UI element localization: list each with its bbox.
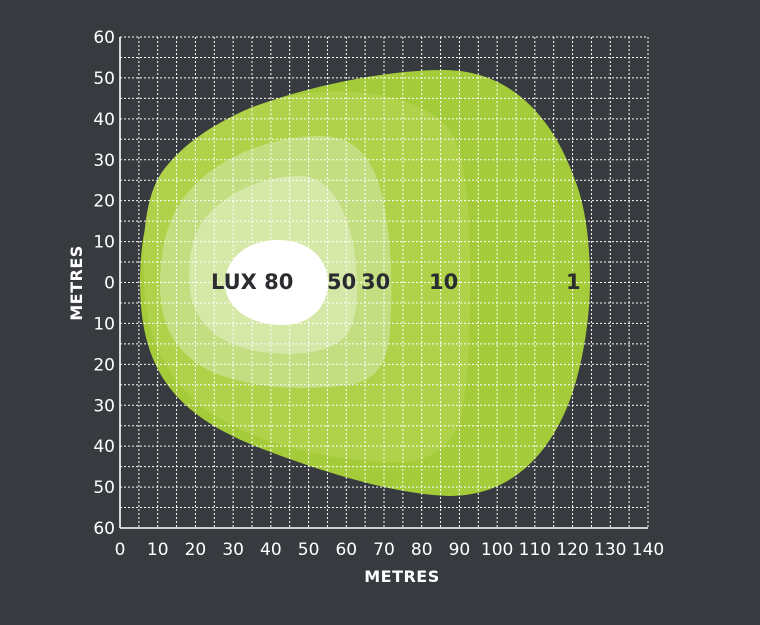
x-tick-label: 70 <box>373 540 395 560</box>
x-tick-label: 30 <box>222 540 244 560</box>
x-tick-labels: 0 10 20 30 40 50 60 70 80 90 100 110 120 130 140 <box>115 540 665 560</box>
x-tick-label: 20 <box>185 540 207 560</box>
y-tick-label: 50 <box>93 478 115 498</box>
x-tick-label: 10 <box>147 540 169 560</box>
x-tick-label: 130 <box>594 540 626 560</box>
y-tick-label: 10 <box>93 314 115 334</box>
x-tick-label: 60 <box>335 540 357 560</box>
x-tick-label: 50 <box>298 540 320 560</box>
y-tick-label: 50 <box>93 69 115 89</box>
x-tick-label: 100 <box>481 540 513 560</box>
zone-label-30: 30 <box>361 270 390 294</box>
y-tick-label: 60 <box>93 28 115 48</box>
x-tick-label: 80 <box>411 540 433 560</box>
y-tick-label: 40 <box>93 437 115 457</box>
zone-label-80: LUX 80 <box>211 270 293 294</box>
x-axis-label: METRES <box>364 567 440 586</box>
x-tick-label: 120 <box>556 540 588 560</box>
y-tick-label: 20 <box>93 192 115 212</box>
y-tick-label: 10 <box>93 233 115 253</box>
y-tick-label: 0 <box>104 274 115 294</box>
x-tick-label: 140 <box>632 540 664 560</box>
y-axis-label: METRES <box>67 245 86 321</box>
y-tick-label: 30 <box>93 396 115 416</box>
grid <box>119 36 649 529</box>
y-tick-label: 40 <box>93 110 115 130</box>
x-tick-label: 110 <box>519 540 551 560</box>
x-tick-label: 0 <box>115 540 126 560</box>
y-tick-label: 30 <box>93 151 115 171</box>
x-tick-label: 40 <box>260 540 282 560</box>
x-tick-label: 90 <box>449 540 471 560</box>
y-tick-label: 20 <box>93 355 115 375</box>
y-tick-label: 60 <box>93 519 115 539</box>
zone-label-50: 50 <box>327 270 356 294</box>
y-tick-labels: 60 50 40 30 20 10 0 10 20 30 40 50 60 <box>93 28 115 539</box>
zone-label-1: 1 <box>566 270 581 294</box>
zone-label-10: 10 <box>429 270 458 294</box>
